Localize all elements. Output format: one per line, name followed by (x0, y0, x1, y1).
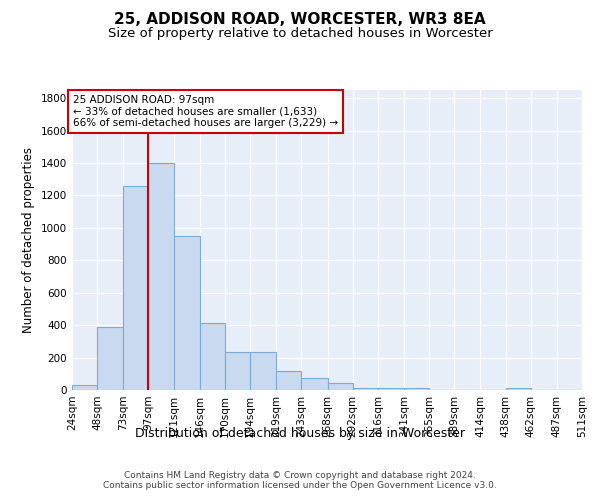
Bar (328, 382, 353, 390)
Bar (250, 352, 276, 390)
Bar (148, 163, 173, 390)
Bar (173, 236, 200, 390)
Bar (353, 388, 378, 390)
Text: 25, ADDISON ROAD, WORCESTER, WR3 8EA: 25, ADDISON ROAD, WORCESTER, WR3 8EA (114, 12, 486, 28)
Bar (124, 186, 148, 390)
Text: 25 ADDISON ROAD: 97sqm
← 33% of detached houses are smaller (1,633)
66% of semi-: 25 ADDISON ROAD: 97sqm ← 33% of detached… (73, 95, 338, 128)
Bar (225, 352, 250, 390)
Bar (378, 388, 404, 390)
Text: Size of property relative to detached houses in Worcester: Size of property relative to detached ho… (107, 28, 493, 40)
Y-axis label: Number of detached properties: Number of detached properties (22, 147, 35, 333)
Bar (72, 385, 97, 390)
Bar (276, 372, 301, 390)
Bar (404, 388, 429, 390)
Bar (301, 378, 328, 390)
Bar (97, 327, 124, 390)
Text: Distribution of detached houses by size in Worcester: Distribution of detached houses by size … (135, 428, 465, 440)
Bar (506, 388, 530, 390)
Text: Contains HM Land Registry data © Crown copyright and database right 2024.
Contai: Contains HM Land Registry data © Crown c… (103, 470, 497, 490)
Bar (200, 322, 225, 390)
